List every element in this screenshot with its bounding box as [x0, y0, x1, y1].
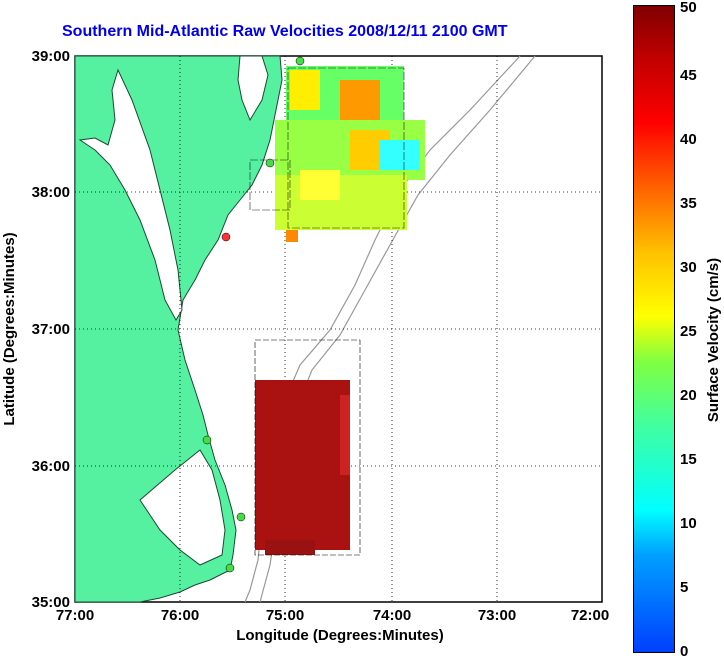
colorbar-tick: 20: [680, 387, 697, 404]
y-tick-label: 37:00: [32, 321, 70, 338]
chesapeake-bay: [78, 68, 183, 322]
colorbar-tick: 5: [680, 579, 688, 596]
x-tick-label: 77:00: [56, 607, 94, 624]
pamlico-sound: [139, 449, 226, 566]
velocity-field-south: [255, 380, 350, 555]
colorbar-tick: 50: [680, 0, 697, 16]
colorbar-tick: 40: [680, 131, 697, 148]
y-axis-label: Latitude (Degrees:Minutes): [1, 232, 18, 425]
colorbar-label: Surface Velocity (cm/s): [705, 258, 722, 422]
velocity-field-north: [275, 66, 425, 242]
colorbar-tick: 0: [680, 643, 688, 659]
colorbar-tick: 15: [680, 451, 697, 468]
x-tick-label: 74:00: [373, 607, 411, 624]
y-tick-label: 39:00: [32, 48, 70, 65]
x-axis-label: Longitude (Degrees:Minutes): [236, 627, 444, 644]
y-tick-label: 36:00: [32, 458, 70, 475]
x-tick-label: 75:00: [266, 607, 304, 624]
colorbar-tick: 45: [680, 67, 697, 84]
y-tick-label: 38:00: [32, 184, 70, 201]
colorbar-tick: 25: [680, 323, 697, 340]
map-title: Southern Mid-Atlantic Raw Velocities 200…: [62, 23, 508, 40]
grid-lines: [75, 56, 602, 602]
velocity-arrows-south: [254, 339, 361, 556]
x-tick-label: 72:00: [571, 607, 609, 624]
colorbar-ticks: 0 5 10 15 20 25 30 35 40 45 50: [680, 0, 697, 659]
colorbar-tick: 30: [680, 259, 697, 276]
colorbar: [633, 5, 675, 653]
colorbar-tick: 35: [680, 195, 697, 212]
y-tick-label: 35:00: [32, 594, 70, 611]
colorbar-tick: 10: [680, 515, 697, 532]
radar-sites: [202, 56, 305, 573]
delaware-bay: [237, 55, 269, 122]
x-tick-label: 73:00: [478, 607, 516, 624]
x-tick-label: 76:00: [161, 607, 199, 624]
